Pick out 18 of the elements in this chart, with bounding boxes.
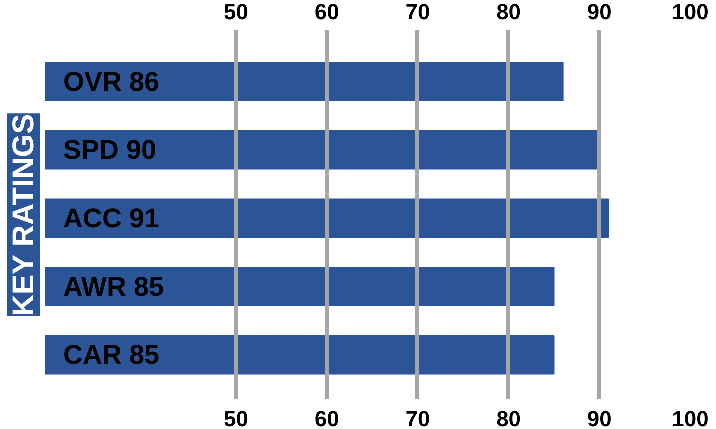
x2-tick-label: 90 bbox=[587, 0, 612, 24]
x2-tick-label: 60 bbox=[314, 0, 340, 24]
x-tick-label: 60 bbox=[314, 406, 340, 429]
x2-tick-label: 70 bbox=[406, 0, 430, 24]
x-tick-label: 50 bbox=[224, 406, 249, 429]
x2-tick-label: 80 bbox=[496, 0, 522, 24]
x-tick-label: 80 bbox=[496, 406, 522, 429]
y-tick-label: ACC 91 bbox=[64, 203, 160, 234]
x2-tick-label: 50 bbox=[224, 0, 249, 24]
x2-tick-label: 100 bbox=[672, 0, 709, 24]
text: KEY RATINGS bbox=[8, 114, 40, 316]
x-tick-label: 100 bbox=[672, 406, 709, 429]
x-tick-label: 90 bbox=[587, 406, 612, 429]
y-tick-label: SPD 90 bbox=[64, 135, 157, 166]
y-tick-label: AWR 85 bbox=[64, 272, 164, 302]
x-tick-label: 70 bbox=[406, 406, 430, 429]
y-tick-label: CAR 85 bbox=[64, 340, 160, 370]
y-tick-label: OVR 86 bbox=[64, 66, 160, 97]
